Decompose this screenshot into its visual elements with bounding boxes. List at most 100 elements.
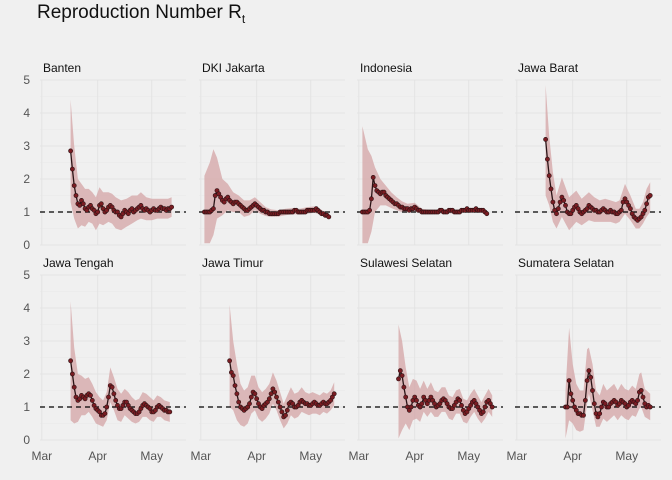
y-tick-label: 0	[23, 433, 30, 447]
data-point	[71, 183, 77, 188]
data-point	[484, 211, 490, 217]
data-point	[98, 201, 104, 207]
data-point	[584, 378, 590, 383]
panel-jawa-barat: Jawa Barat	[515, 61, 661, 246]
data-point	[628, 206, 633, 212]
data-point	[419, 401, 425, 407]
data-point	[89, 397, 95, 403]
panel-title: Jawa Barat	[518, 61, 579, 75]
y-tick-label: 3	[23, 139, 30, 153]
x-tick-label: Apr	[563, 449, 582, 463]
y-tick-label: 1	[23, 205, 30, 219]
data-point	[550, 199, 556, 205]
data-point	[368, 196, 374, 202]
data-point	[399, 373, 405, 378]
data-point	[642, 207, 648, 213]
panel-title: Sulawesi Selatan	[360, 256, 452, 270]
y-tick-label: 5	[23, 73, 30, 87]
data-point	[644, 201, 649, 207]
data-point	[247, 401, 252, 407]
panel-banten: Banten 0 1 2 3 4 5	[23, 61, 186, 252]
x-tick-label: May	[457, 449, 480, 463]
panel-jawa-tengah: Jawa Tengah 0 1 2 3 4 5 Mar Apr May	[23, 256, 186, 463]
data-point	[284, 407, 290, 413]
data-point	[167, 409, 173, 415]
panel-title: Indonesia	[360, 61, 412, 75]
y-tick-label: 1	[23, 400, 30, 414]
data-point	[568, 391, 574, 397]
data-point	[563, 202, 568, 208]
panel-dki-jakarta: DKI Jakarta	[199, 61, 345, 246]
confidence-band	[398, 324, 493, 439]
data-point	[635, 397, 640, 403]
confidence-band	[204, 149, 329, 244]
data-point	[590, 388, 595, 393]
chart-title-subscript: t	[241, 11, 246, 26]
data-point	[554, 211, 559, 217]
data-point	[546, 173, 552, 179]
data-point	[555, 206, 561, 212]
x-tick-label: Apr	[247, 449, 266, 463]
data-point	[582, 397, 588, 403]
y-tick-label: 4	[23, 301, 30, 315]
x-tick-label: Mar	[31, 449, 52, 463]
data-point	[68, 358, 73, 364]
x-tick-label: Apr	[88, 449, 107, 463]
x-tick-label: Mar	[348, 449, 369, 463]
data-point	[367, 207, 372, 213]
confidence-band	[545, 85, 651, 231]
data-point	[272, 389, 278, 395]
data-point	[548, 186, 554, 192]
data-point	[457, 397, 463, 403]
data-point	[227, 358, 232, 364]
data-point	[597, 411, 603, 416]
panel-title: Jawa Timur	[202, 256, 263, 270]
x-tick-label: May	[615, 449, 638, 463]
confidence-band	[70, 99, 172, 231]
panel-sulawesi-selatan: Sulawesi Selatan Mar Apr May	[348, 256, 503, 463]
data-point	[408, 404, 414, 410]
y-tick-label: 2	[23, 172, 30, 186]
panel-title: Banten	[43, 61, 81, 75]
data-point	[111, 391, 117, 397]
panel-jawa-timur: Jawa Timur Mar Apr May	[190, 256, 345, 463]
data-point	[277, 404, 283, 410]
data-point	[230, 373, 236, 378]
data-point	[254, 396, 260, 402]
data-point	[396, 376, 401, 382]
data-point	[586, 368, 592, 374]
data-point	[275, 399, 281, 405]
data-point	[102, 411, 108, 416]
data-point	[232, 383, 238, 388]
data-point	[564, 404, 570, 410]
data-point	[640, 394, 646, 400]
data-point	[70, 166, 75, 172]
data-point	[283, 412, 288, 418]
panel-indonesia: Indonesia	[357, 61, 503, 246]
data-point	[403, 394, 409, 400]
y-tick-label: 5	[23, 268, 30, 282]
confidence-band	[565, 327, 651, 439]
data-point	[279, 409, 285, 415]
y-tick-label: 3	[23, 334, 30, 348]
data-point	[234, 391, 240, 397]
chart-title-text: Reproduction Number R	[37, 2, 242, 23]
y-tick-label: 4	[23, 106, 30, 120]
data-point	[397, 368, 403, 374]
confidence-band	[362, 126, 487, 244]
chart-title: Reproduction Number Rt	[37, 2, 245, 26]
data-point	[545, 156, 550, 162]
y-tick-label: 0	[23, 238, 30, 252]
data-point	[588, 374, 594, 380]
data-point	[414, 397, 419, 403]
data-point	[169, 204, 174, 210]
x-tick-label: Apr	[405, 449, 424, 463]
data-point	[599, 404, 604, 410]
data-point	[561, 197, 567, 203]
data-point	[647, 193, 653, 198]
data-point	[106, 394, 111, 400]
data-point	[401, 384, 407, 390]
data-point	[482, 404, 488, 410]
data-point	[372, 183, 378, 188]
